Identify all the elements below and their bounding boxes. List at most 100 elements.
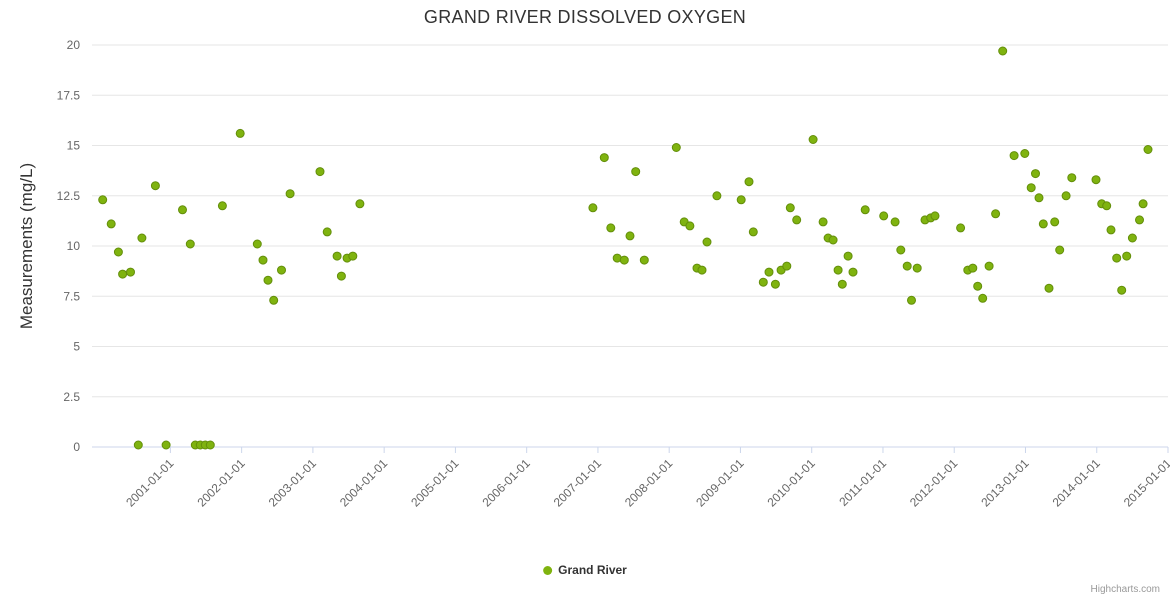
data-point[interactable]: [1135, 215, 1144, 225]
data-point[interactable]: [748, 227, 758, 237]
data-point[interactable]: [1106, 225, 1116, 235]
data-point[interactable]: [322, 227, 332, 237]
data-point[interactable]: [258, 255, 268, 265]
data-point[interactable]: [1038, 219, 1048, 229]
data-point[interactable]: [1055, 245, 1065, 255]
data-point[interactable]: [126, 267, 135, 277]
data-point[interactable]: [217, 201, 227, 211]
data-point[interactable]: [902, 261, 912, 271]
data-point[interactable]: [956, 223, 966, 233]
data-point[interactable]: [984, 261, 994, 271]
data-point[interactable]: [639, 255, 649, 265]
data-point[interactable]: [697, 265, 707, 275]
data-point[interactable]: [907, 295, 916, 305]
data-point[interactable]: [269, 295, 279, 305]
data-point[interactable]: [252, 239, 262, 249]
data-point[interactable]: [1031, 169, 1040, 179]
data-point[interactable]: [599, 153, 609, 163]
highcharts-credits-link[interactable]: Highcharts.com: [1090, 584, 1160, 595]
y-axis-tick-label: 15: [67, 139, 81, 153]
data-point[interactable]: [348, 251, 358, 261]
data-point[interactable]: [332, 251, 342, 261]
legend-label: Grand River: [558, 563, 627, 577]
data-point[interactable]: [98, 195, 108, 205]
data-point[interactable]: [1034, 193, 1044, 203]
data-point[interactable]: [235, 128, 245, 138]
data-point[interactable]: [808, 135, 818, 144]
data-point[interactable]: [1117, 285, 1127, 295]
data-point[interactable]: [785, 203, 795, 213]
data-point[interactable]: [1138, 199, 1148, 209]
data-point[interactable]: [828, 235, 838, 245]
data-point[interactable]: [736, 195, 746, 205]
data-point[interactable]: [685, 221, 695, 231]
data-point[interactable]: [758, 277, 768, 287]
data-point[interactable]: [860, 205, 870, 215]
data-point[interactable]: [1091, 175, 1101, 185]
data-point[interactable]: [161, 440, 171, 450]
data-point[interactable]: [968, 263, 978, 273]
data-point[interactable]: [185, 239, 195, 249]
data-point[interactable]: [833, 265, 843, 275]
data-point[interactable]: [818, 217, 828, 227]
data-point[interactable]: [978, 293, 988, 303]
data-point[interactable]: [606, 223, 616, 233]
data-point[interactable]: [1020, 149, 1030, 158]
data-point[interactable]: [315, 167, 325, 177]
x-axis-tick-label: 2015-01-01: [1121, 456, 1170, 510]
data-point[interactable]: [912, 263, 922, 273]
data-point[interactable]: [1050, 217, 1060, 227]
data-point[interactable]: [619, 255, 629, 265]
data-point[interactable]: [1122, 251, 1132, 261]
data-point[interactable]: [671, 143, 681, 152]
data-point[interactable]: [205, 440, 215, 450]
data-point[interactable]: [263, 275, 273, 285]
data-point[interactable]: [1102, 201, 1112, 211]
data-point[interactable]: [712, 191, 722, 201]
x-axis-tick-label: 2008-01-01: [622, 456, 676, 510]
data-point[interactable]: [1026, 183, 1036, 193]
data-point[interactable]: [1112, 253, 1122, 263]
data-point[interactable]: [1143, 145, 1153, 154]
legend-item-grand-river[interactable]: Grand River: [543, 563, 627, 577]
data-point[interactable]: [150, 181, 160, 191]
data-point[interactable]: [782, 261, 792, 271]
data-point[interactable]: [588, 203, 598, 213]
data-point[interactable]: [178, 205, 187, 215]
data-point[interactable]: [770, 279, 780, 289]
data-point[interactable]: [1044, 283, 1054, 293]
data-point[interactable]: [1009, 151, 1019, 161]
data-point[interactable]: [837, 279, 847, 289]
y-axis-tick-label: 7.5: [63, 289, 80, 303]
data-point[interactable]: [355, 199, 365, 209]
data-point[interactable]: [930, 211, 940, 221]
data-point[interactable]: [277, 265, 286, 275]
legend-marker-icon: [543, 565, 553, 575]
data-point[interactable]: [848, 267, 858, 277]
data-point[interactable]: [744, 177, 754, 187]
data-point[interactable]: [133, 440, 143, 450]
data-point[interactable]: [973, 281, 983, 291]
data-point[interactable]: [890, 217, 900, 227]
data-point[interactable]: [137, 233, 147, 243]
data-point[interactable]: [106, 219, 116, 229]
data-point[interactable]: [702, 237, 712, 247]
data-point[interactable]: [285, 189, 295, 199]
data-point[interactable]: [764, 267, 774, 277]
data-point[interactable]: [843, 251, 853, 261]
data-point[interactable]: [1067, 173, 1077, 183]
data-point[interactable]: [879, 211, 889, 221]
y-axis-tick-label: 17.5: [57, 88, 81, 102]
data-point[interactable]: [1127, 233, 1137, 243]
data-point[interactable]: [998, 46, 1008, 56]
data-point[interactable]: [1061, 191, 1071, 201]
data-point[interactable]: [896, 245, 906, 255]
data-point[interactable]: [118, 269, 128, 279]
data-point[interactable]: [336, 271, 346, 281]
data-point[interactable]: [792, 215, 802, 225]
data-point[interactable]: [625, 231, 635, 241]
data-point[interactable]: [113, 247, 123, 257]
y-axis-tick-label: 20: [67, 38, 81, 52]
data-point[interactable]: [631, 167, 641, 177]
data-point[interactable]: [991, 209, 1001, 219]
